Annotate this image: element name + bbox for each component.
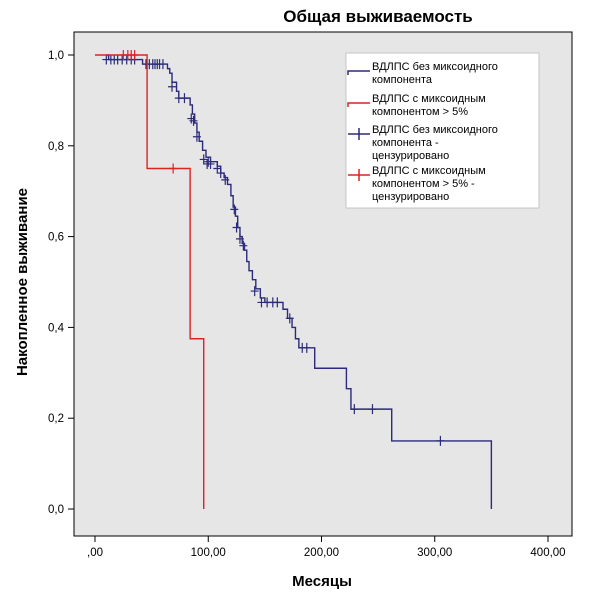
x-tick-label: 300,00 xyxy=(417,547,452,559)
legend-line-marker xyxy=(347,102,370,107)
x-tick-label: ,00 xyxy=(87,547,103,559)
x-tick-label: 100,00 xyxy=(191,547,226,559)
censor-mark xyxy=(239,240,248,251)
censor-mark xyxy=(368,404,377,415)
y-tick-label: 0,0 xyxy=(48,504,64,516)
legend-label: ВДЛПС с миксоидным компонентом > 5% -ценз… xyxy=(372,165,486,203)
censor-mark xyxy=(302,342,311,353)
series-layer xyxy=(95,50,493,509)
censor-mark xyxy=(232,222,241,233)
x-tick-label: 200,00 xyxy=(304,547,339,559)
x-axis-label: Месяцы xyxy=(292,573,352,590)
censor-mark xyxy=(285,313,294,324)
censor-mark xyxy=(180,93,189,104)
censor-mark xyxy=(206,158,215,169)
censor-mark xyxy=(130,50,139,60)
legend-plus-marker xyxy=(348,169,370,181)
legend-label: ВДЛПС без миксоидного компонента xyxy=(372,61,498,86)
y-tick-label: 0,2 xyxy=(48,413,64,425)
series-line-1 xyxy=(106,54,493,509)
y-tick-label: 0,6 xyxy=(48,232,64,244)
censor-mark xyxy=(192,131,201,142)
censor-mark xyxy=(216,168,225,179)
legend-line-marker xyxy=(347,70,370,75)
legend-label: ВДЛПС без миксоидного компонента -цензури… xyxy=(372,124,498,162)
legend: ВДЛПС без миксоидного компонента ВДЛПС с м… xyxy=(345,52,540,209)
legend-box xyxy=(345,52,540,209)
censor-mark xyxy=(189,115,198,126)
y-tick-label: 0,8 xyxy=(48,141,64,153)
y-axis-label: Накопленное выживание xyxy=(14,188,31,376)
censor-mark xyxy=(168,81,177,92)
censor-mark xyxy=(158,59,167,70)
series-line-2 xyxy=(95,54,205,509)
censor-mark xyxy=(221,174,230,185)
censor-mark xyxy=(235,233,244,244)
censor-mark xyxy=(230,204,239,215)
y-tick-label: 1,0 xyxy=(48,50,64,62)
censor-mark xyxy=(250,286,259,297)
legend-plus-marker xyxy=(348,128,370,140)
censor-mark xyxy=(169,163,178,174)
legend-label: ВДЛПС с миксоидным компонентом > 5% xyxy=(372,93,486,118)
axes: 0,0 0,2 0,4 0,6 0,8 1,0 ,00 100,00 200,00 300,00 4… xyxy=(48,50,566,559)
censor-mark xyxy=(213,163,222,174)
censor-mark xyxy=(199,154,208,165)
censor-mark xyxy=(436,435,445,446)
chart-title: Общая выживаемость xyxy=(283,7,473,26)
x-tick-label: 400,00 xyxy=(530,547,565,559)
censor-mark xyxy=(273,297,282,308)
censor-mark xyxy=(350,404,359,415)
y-tick-label: 0,4 xyxy=(48,322,65,334)
